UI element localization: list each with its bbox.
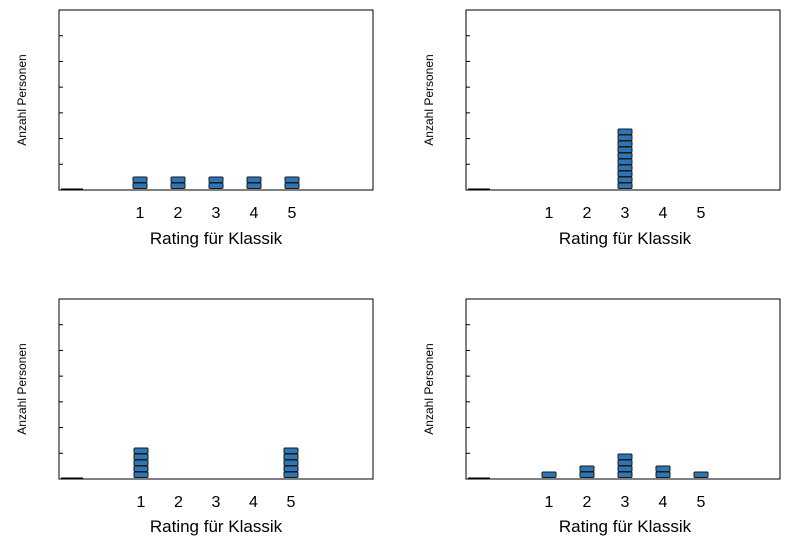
x-tick-label: 4	[250, 205, 259, 222]
dot-rating-3	[617, 170, 633, 177]
x-tick-label: 3	[212, 205, 221, 222]
dot-rating-3	[617, 465, 633, 472]
dot-rating-1	[133, 453, 149, 460]
dot-rating-1	[133, 459, 149, 466]
dot-rating-3	[208, 176, 224, 183]
dot-rating-5	[283, 453, 299, 460]
x-tick-label: 2	[174, 205, 183, 222]
plot-frame	[58, 9, 374, 191]
dot-rating-4	[655, 471, 671, 478]
plot-frame	[465, 298, 781, 480]
dot-rating-1	[541, 471, 557, 478]
dot-rating-3	[208, 182, 224, 189]
dot-rating-3	[617, 459, 633, 466]
x-axis-label: Rating für Klassik	[150, 517, 283, 536]
dot-rating-3	[617, 182, 633, 189]
dot-rating-1	[133, 471, 149, 478]
x-tick-label: 5	[288, 205, 297, 222]
dot-rating-2	[579, 471, 595, 478]
dot-rating-5	[284, 182, 300, 189]
x-tick-label: 2	[583, 494, 592, 511]
dot-rating-3	[617, 146, 633, 153]
dot-rating-3	[617, 471, 633, 478]
dot-rating-2	[579, 465, 595, 472]
dot-rating-5	[283, 459, 299, 466]
x-axis-label: Rating für Klassik	[150, 229, 283, 248]
x-tick-label: 5	[697, 494, 706, 511]
y-axis-label: Anzahl Personen	[422, 343, 436, 434]
x-axis-label: Rating für Klassik	[559, 517, 692, 536]
x-tick-label: 3	[621, 494, 630, 511]
x-tick-label: 3	[212, 494, 221, 511]
dot-rating-1	[133, 447, 149, 454]
dot-rating-4	[655, 465, 671, 472]
dot-rating-3	[617, 152, 633, 159]
dot-rating-3	[617, 128, 633, 135]
dot-rating-1	[132, 182, 148, 189]
x-tick-label: 3	[621, 205, 630, 222]
x-tick-label: 4	[659, 205, 668, 222]
x-tick-label: 4	[659, 494, 668, 511]
dot-rating-4	[246, 176, 262, 183]
dot-rating-3	[617, 176, 633, 183]
y-axis-label: Anzahl Personen	[15, 54, 29, 145]
chart-panel-2: 1 2 3 4 5 Rating für Klassik Anzahl Personen	[422, 9, 781, 248]
plot-frame	[58, 298, 374, 480]
dot-rating-5	[283, 465, 299, 472]
x-tick-label: 1	[136, 205, 145, 222]
x-tick-label: 5	[287, 494, 296, 511]
dot-rating-5	[693, 471, 709, 478]
x-tick-label: 4	[249, 494, 258, 511]
chart-panel-4: 1 2 3 4 5 Rating für Klassik Anzahl Personen	[422, 298, 781, 536]
dot-rating-3	[617, 158, 633, 165]
dot-rating-1	[132, 176, 148, 183]
x-tick-label: 1	[137, 494, 146, 511]
dot-rating-5	[283, 447, 299, 454]
plot-frame	[465, 9, 781, 191]
x-axis-label: Rating für Klassik	[559, 229, 692, 248]
dot-rating-2	[170, 182, 186, 189]
dot-rating-5	[283, 471, 299, 478]
dot-rating-3	[617, 453, 633, 460]
x-tick-label: 1	[545, 205, 554, 222]
dot-rating-3	[617, 140, 633, 147]
x-tick-label: 2	[174, 494, 183, 511]
y-axis-label: Anzahl Personen	[15, 343, 29, 434]
dot-rating-5	[284, 176, 300, 183]
dot-rating-3	[617, 164, 633, 171]
x-tick-label: 2	[583, 205, 592, 222]
x-tick-label: 1	[545, 494, 554, 511]
x-tick-label: 5	[697, 205, 706, 222]
chart-panel-1: 1 2 3 4 5 Rating für Klassik Anzahl Personen	[15, 9, 374, 248]
dot-rating-2	[170, 176, 186, 183]
dot-rating-4	[246, 182, 262, 189]
dot-rating-3	[617, 134, 633, 141]
dot-rating-1	[133, 465, 149, 472]
y-axis-label: Anzahl Personen	[422, 54, 436, 145]
